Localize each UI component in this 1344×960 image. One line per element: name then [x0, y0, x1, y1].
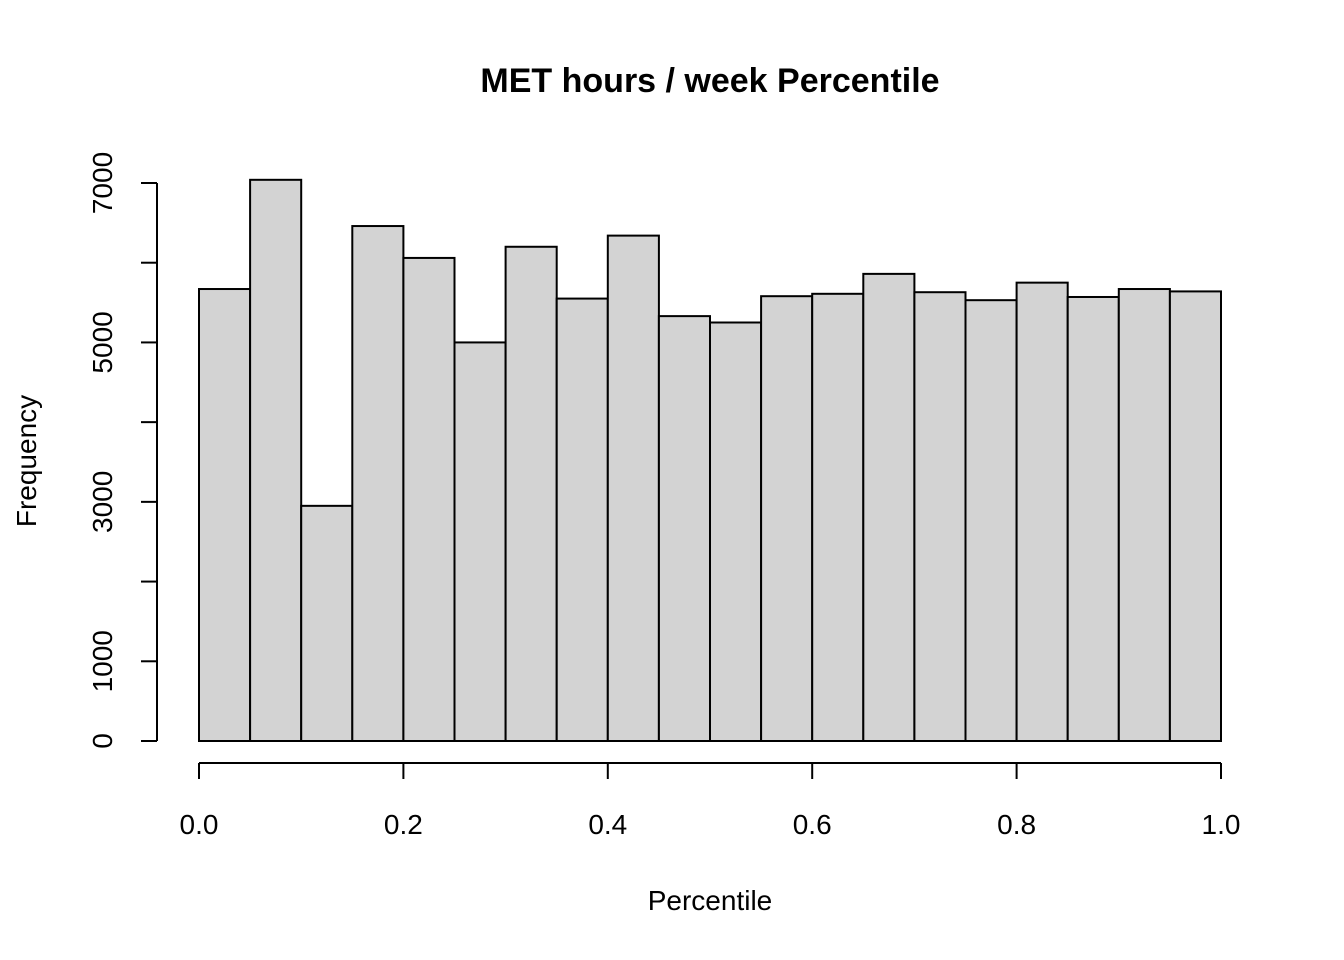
- x-tick-label: 0.0: [180, 809, 219, 840]
- y-tick-label: 1000: [87, 630, 118, 692]
- y-tick-label: 0: [87, 733, 118, 749]
- x-axis-label: Percentile: [648, 885, 773, 916]
- histogram-bar: [913, 291, 967, 742]
- y-tick-label: 3000: [87, 471, 118, 533]
- histogram-bar: [811, 292, 865, 742]
- histogram-bar: [606, 234, 660, 743]
- histogram-bar: [402, 256, 456, 742]
- histogram-bar: [1015, 281, 1069, 742]
- histogram-bar: [964, 299, 1018, 742]
- histogram-bar: [657, 315, 712, 742]
- histogram-bar: [709, 321, 763, 742]
- histogram-bar: [760, 295, 814, 742]
- histogram-bar: [555, 297, 609, 742]
- histogram-bar: [198, 288, 252, 742]
- x-tick-label: 0.4: [588, 809, 627, 840]
- histogram-bar: [351, 225, 405, 742]
- histogram-bar: [1117, 288, 1171, 742]
- chart-title: MET hours / week Percentile: [480, 62, 939, 100]
- y-tick-label: 7000: [87, 152, 118, 214]
- y-tick-label: 5000: [87, 311, 118, 373]
- histogram-bar: [1066, 295, 1120, 742]
- x-tick-label: 0.6: [793, 809, 832, 840]
- histogram-bar: [862, 272, 916, 742]
- histogram-bar: [1168, 290, 1223, 742]
- histogram-bar: [453, 341, 507, 742]
- histogram-bar: [504, 245, 558, 742]
- x-tick-label: 0.2: [384, 809, 423, 840]
- histogram-bar: [249, 178, 303, 743]
- x-axis: 0.0 0.2 0.4 0.6 0.8 1.0: [180, 762, 1241, 840]
- x-tick-label: 0.8: [997, 809, 1036, 840]
- y-axis-label: Frequency: [11, 395, 42, 527]
- x-tick-label: 1.0: [1202, 809, 1241, 840]
- bars-group: [198, 178, 1223, 743]
- histogram-bar: [300, 504, 354, 743]
- y-axis: 0 1000 3000 5000 7000: [87, 152, 158, 749]
